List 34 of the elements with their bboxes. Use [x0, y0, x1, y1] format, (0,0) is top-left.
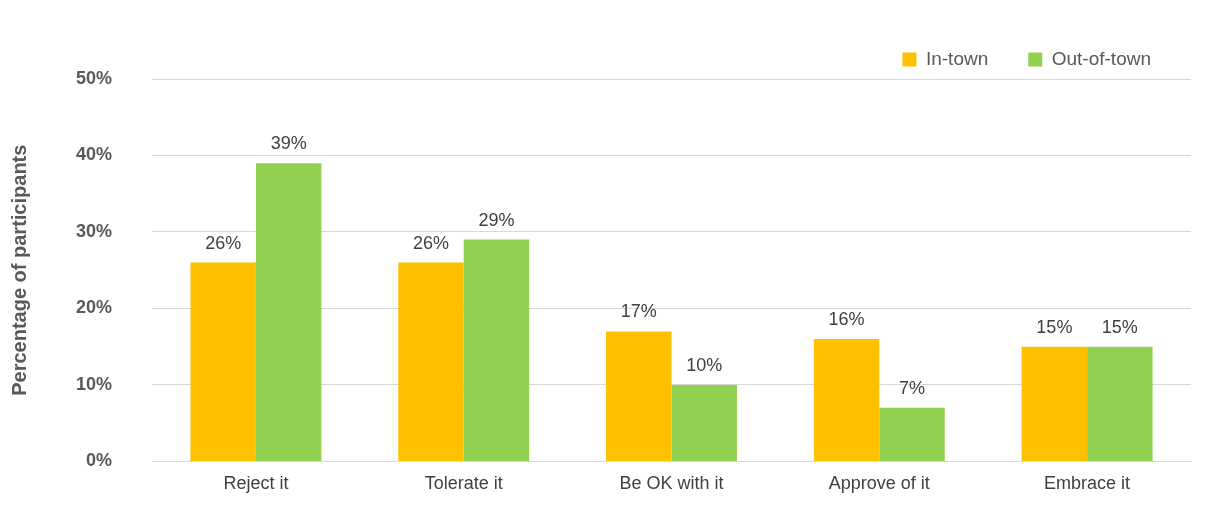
y-tick-label: 40%: [76, 144, 113, 165]
y-tick-label: 30%: [76, 220, 113, 241]
data-label: 26%: [412, 232, 450, 253]
bar: [1087, 346, 1153, 461]
bar: [398, 262, 464, 461]
bar: [879, 407, 945, 461]
data-label: 15%: [1101, 316, 1138, 337]
y-axis-title: Percentage of participants: [7, 144, 30, 396]
data-label: 7%: [899, 377, 926, 398]
data-label: 17%: [620, 301, 657, 322]
data-label: 15%: [1036, 316, 1073, 337]
bar: [255, 163, 322, 461]
x-tick-label: Reject it: [223, 473, 289, 494]
y-tick-label: 10%: [76, 373, 113, 394]
legend-label: Out-of-town: [1051, 47, 1152, 69]
data-label: 26%: [205, 232, 242, 253]
bar: [190, 262, 256, 461]
x-tick-label: Be OK with it: [619, 473, 724, 494]
bar: [463, 239, 530, 461]
data-label: 29%: [478, 209, 515, 230]
data-label: 39%: [270, 133, 307, 154]
x-tick-label: Approve of it: [828, 473, 930, 494]
x-tick-label: Tolerate it: [424, 473, 503, 494]
y-tick-label: 20%: [76, 297, 113, 318]
bar: [1021, 346, 1088, 461]
bar: [671, 384, 737, 461]
y-tick-label: 0%: [86, 450, 113, 471]
legend-label: In-town: [925, 47, 989, 69]
data-label: 16%: [828, 309, 865, 329]
bar: [813, 339, 880, 461]
x-tick-label: Embrace it: [1044, 473, 1131, 494]
data-label: 10%: [686, 354, 723, 375]
y-tick-label: 50%: [76, 67, 113, 88]
bar: [606, 331, 672, 461]
